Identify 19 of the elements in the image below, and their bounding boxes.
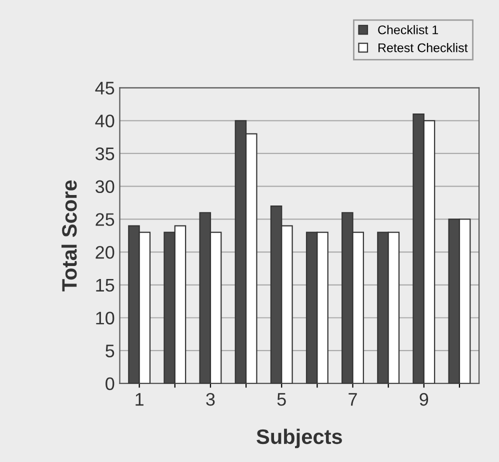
y-tick-label: 25	[96, 213, 114, 226]
y-tick-label: 15	[96, 279, 114, 292]
y-tick-label: 40	[95, 114, 114, 128]
legend-label: Checklist 1	[378, 25, 438, 34]
x-tick-label: 1	[136, 393, 144, 406]
y-tick-label: 10	[96, 312, 114, 324]
y-tick-label: 0	[106, 377, 114, 390]
x-tick-label: 5	[277, 393, 286, 406]
x-tick-label: 3	[206, 392, 215, 406]
y-tick-label: 20	[96, 246, 114, 259]
y-axis-title: Total Score	[62, 180, 77, 292]
x-axis-title: Subjects	[256, 428, 342, 448]
x-tick-label: 7	[348, 393, 357, 406]
y-tick-label: 5	[106, 344, 114, 358]
y-tick-label: 45	[95, 82, 114, 94]
x-tick-label: 9	[420, 392, 428, 406]
y-tick-label: 30	[96, 180, 114, 194]
legend-label: Retest Checklist	[378, 43, 468, 52]
y-tick-label: 35	[96, 147, 114, 160]
